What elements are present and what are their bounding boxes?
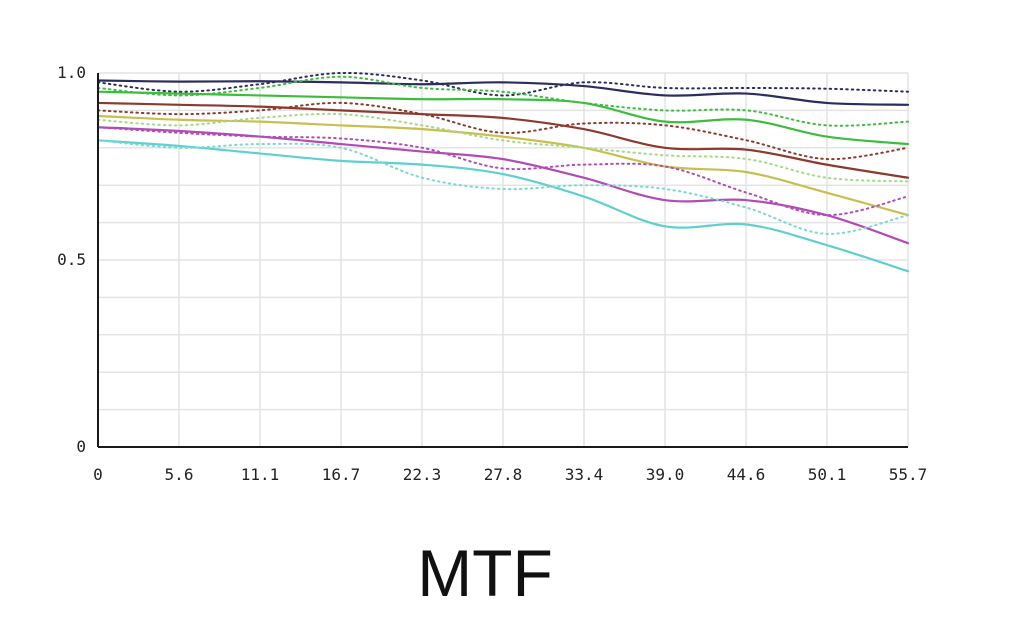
series-line-11-solid — [96, 139, 910, 273]
x-tick-label: 11.1 — [241, 465, 280, 484]
series-line-9-solid — [96, 126, 910, 245]
series-line-10-dotted — [97, 126, 909, 217]
x-tick-labels: 0 5.6 11.1 16.7 22.3 27.8 33.4 39.0 44.6 50.1 55.7 — [93, 465, 927, 484]
series-line-7-solid — [96, 114, 910, 217]
y-tick-label: 1.0 — [57, 63, 86, 82]
x-tick-label: 50.1 — [808, 465, 847, 484]
x-tick-label: 27.8 — [484, 465, 523, 484]
y-tick-labels: 0 0.5 1.0 — [57, 63, 86, 456]
series-line-2-dotted — [97, 71, 909, 97]
x-tick-label: 55.7 — [889, 465, 928, 484]
x-tick-label: 33.4 — [565, 465, 604, 484]
series-lines — [96, 71, 910, 273]
grid — [98, 72, 909, 447]
x-tick-label: 5.6 — [165, 465, 194, 484]
x-tick-label: 39.0 — [646, 465, 685, 484]
series-line-3-solid — [96, 90, 910, 146]
series-line-8-dotted — [97, 112, 909, 183]
x-tick-label: 44.6 — [727, 465, 766, 484]
x-tick-label: 0 — [93, 465, 103, 484]
series-line-4-dotted — [97, 75, 909, 127]
series-line-5-solid — [96, 101, 910, 179]
series-line-12-dotted — [97, 139, 909, 235]
y-tick-label: 0 — [76, 437, 86, 456]
x-tick-label: 22.3 — [403, 465, 442, 484]
chart-caption: MTF — [417, 536, 553, 610]
series-line-6-dotted — [97, 101, 909, 161]
y-tick-label: 0.5 — [57, 250, 86, 269]
x-tick-label: 16.7 — [322, 465, 361, 484]
axes — [97, 73, 908, 448]
series-line-1-solid — [96, 79, 910, 106]
